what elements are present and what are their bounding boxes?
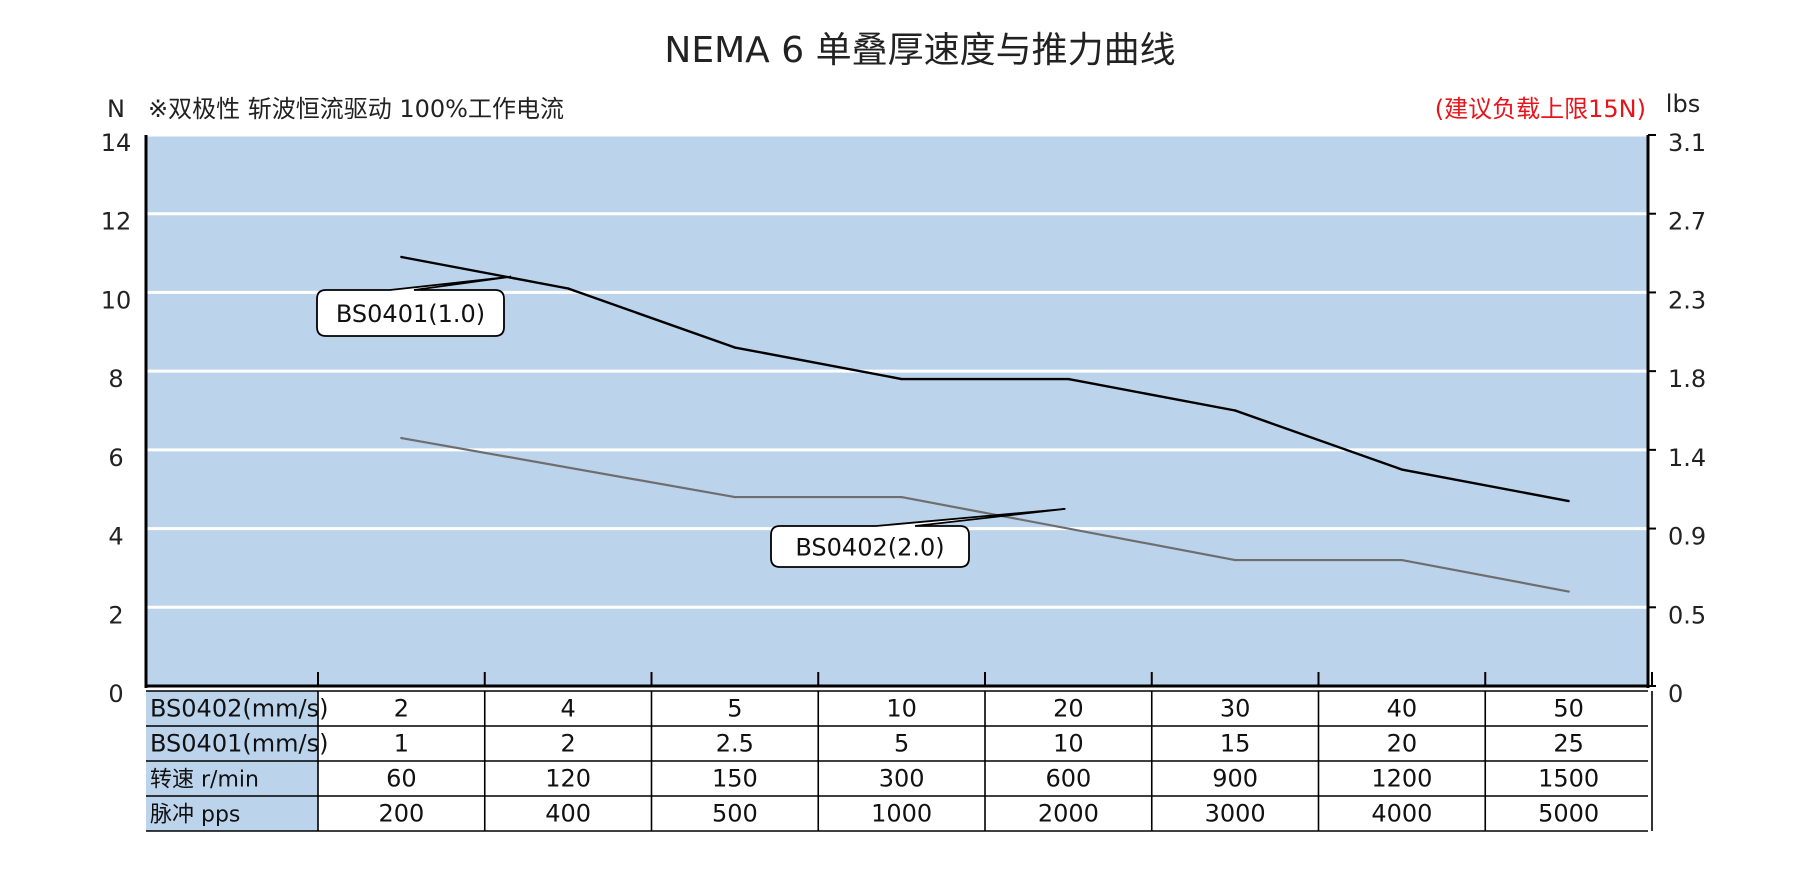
data-point	[1567, 590, 1570, 593]
table-cell: 10	[1053, 730, 1084, 758]
y-tick-left: 8	[108, 365, 123, 393]
table-cell: 150	[712, 765, 758, 793]
data-point	[1400, 468, 1404, 471]
table-cell: 600	[1045, 765, 1091, 793]
y-tick-left: 6	[108, 444, 123, 472]
series-label: BS0401(1.0)	[336, 300, 485, 328]
table-row-label: 脉冲 pps	[150, 803, 240, 828]
y-tick-right: 2.3	[1668, 286, 1706, 314]
table-cell: 5000	[1538, 800, 1599, 828]
load-limit-note: (建议负载上限15N)	[1435, 95, 1646, 123]
y-tick-right: 0.5	[1668, 601, 1706, 629]
table-cell: 30	[1220, 695, 1251, 723]
table-cell: 5	[894, 730, 909, 758]
plot-area	[146, 135, 1648, 686]
data-point	[733, 495, 737, 499]
table-row-label: BS0402(mm/s)	[150, 695, 328, 723]
series-label-box	[770, 507, 1066, 568]
data-point	[1233, 409, 1237, 412]
table-cell: 2	[394, 695, 409, 723]
y-tick-left: 12	[101, 208, 132, 236]
table-cell: 120	[545, 765, 591, 793]
series-label-box	[316, 275, 512, 337]
y-tick-left: 14	[101, 129, 132, 157]
data-point	[400, 436, 403, 440]
y-tick-left: 0	[108, 680, 123, 708]
y-tick-left: 10	[101, 286, 132, 314]
chart-title: NEMA 6 单叠厚速度与推力曲线	[664, 30, 1175, 71]
data-point	[900, 377, 903, 381]
y-tick-right: 1.8	[1668, 365, 1706, 393]
table-cell: 2	[560, 730, 575, 758]
y-axis-right-label: lbs	[1666, 90, 1700, 118]
table-cell: 50	[1553, 695, 1584, 723]
data-point	[1233, 558, 1237, 562]
series-label: BS0402(2.0)	[795, 534, 944, 562]
table-cell: 20	[1053, 695, 1084, 723]
table-cell: 20	[1387, 730, 1418, 758]
table-cell: 15	[1220, 730, 1251, 758]
data-point	[733, 346, 737, 349]
y-tick-right: 3.1	[1668, 129, 1706, 157]
table-cell: 5	[727, 695, 742, 723]
data-point	[1400, 558, 1404, 562]
table-cell: 300	[879, 765, 925, 793]
series-line-1	[401, 255, 1569, 503]
table-cell: 3000	[1205, 800, 1266, 828]
y-tick-right: 0	[1668, 680, 1683, 708]
table-cell: 1	[394, 730, 409, 758]
table-cell: 1200	[1371, 765, 1432, 793]
table-cell: 1000	[871, 800, 932, 828]
table-cell: 4000	[1371, 800, 1432, 828]
table-cell: 4	[560, 695, 575, 723]
y-axis-left-label: N	[107, 95, 125, 123]
table-row-label: BS0401(mm/s)	[150, 730, 328, 758]
table-cell: 40	[1387, 695, 1418, 723]
data-point	[566, 287, 570, 290]
table-cell: 2.5	[716, 730, 754, 758]
table-cell: 200	[378, 800, 424, 828]
y-tick-left: 2	[108, 601, 123, 629]
y-tick-left: 4	[108, 523, 123, 551]
table-cell: 2000	[1038, 800, 1099, 828]
table-cell: 1500	[1538, 765, 1599, 793]
data-point	[400, 255, 403, 259]
table-cell: 25	[1553, 730, 1584, 758]
data-point	[900, 495, 903, 499]
table-cell: 500	[712, 800, 758, 828]
data-point	[1567, 499, 1570, 503]
table-row-label: 转速 r/min	[150, 768, 259, 793]
chart-subtitle: ※双极性 斩波恒流驱动 100%工作电流	[148, 95, 564, 123]
y-tick-right: 2.7	[1668, 208, 1706, 236]
y-tick-right: 0.9	[1668, 523, 1706, 551]
table-cell: 400	[545, 800, 591, 828]
table-cell: 10	[886, 695, 917, 723]
table-cell: 900	[1212, 765, 1258, 793]
series-line-2	[401, 436, 1569, 593]
data-point	[1067, 377, 1070, 381]
y-tick-right: 1.4	[1668, 444, 1706, 472]
table-cell: 60	[386, 765, 417, 793]
